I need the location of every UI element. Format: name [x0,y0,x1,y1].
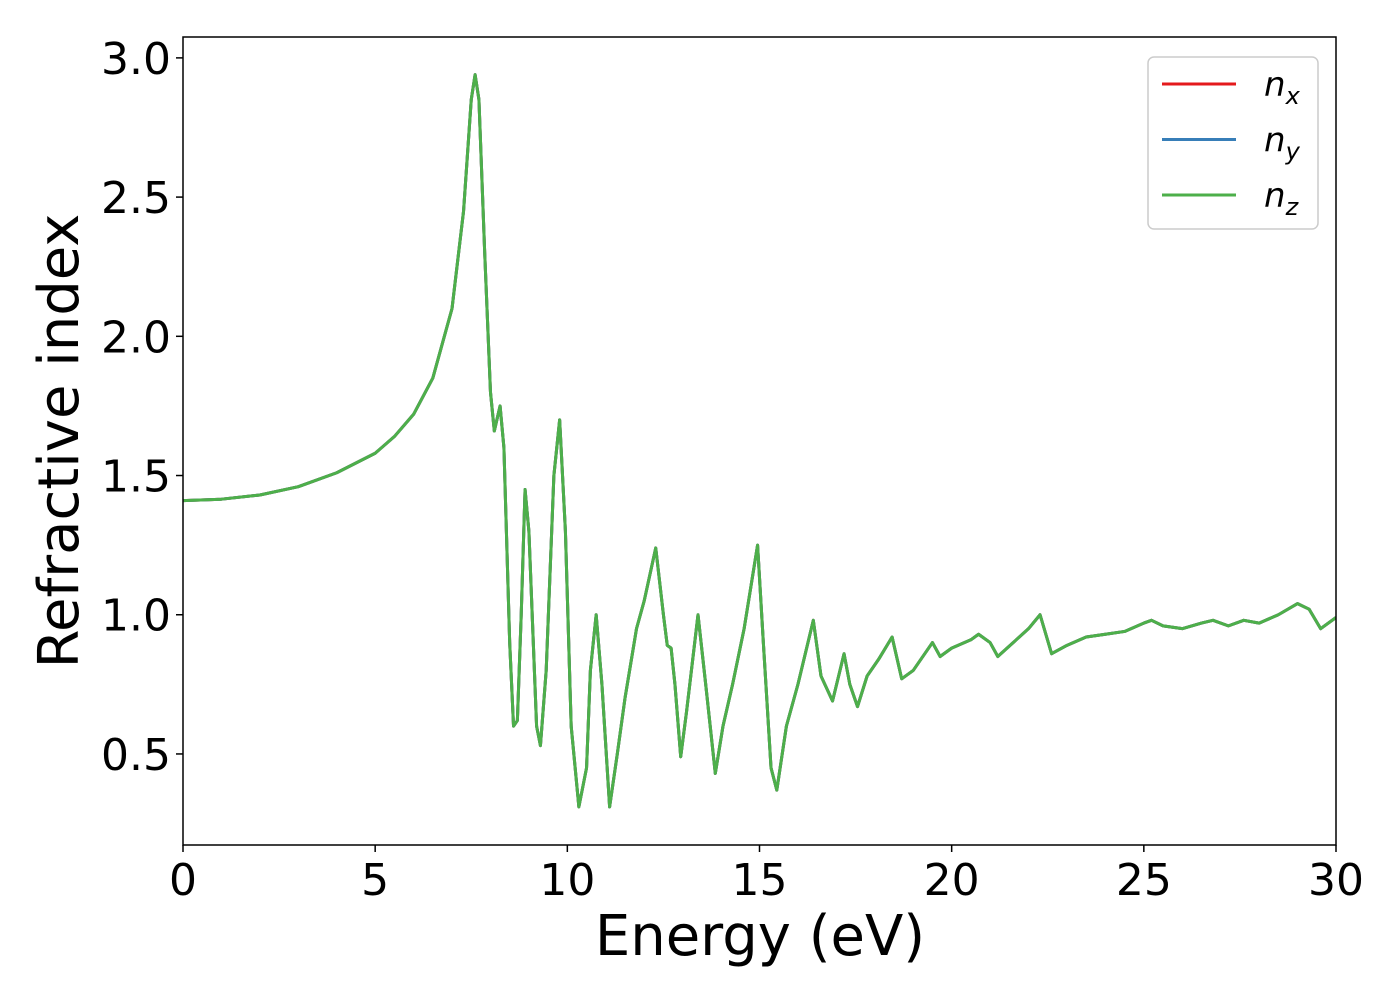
x-axis-label: Energy (eV) [595,904,925,969]
legend: nx ny nz [1147,56,1319,230]
x-tick-label: 15 [732,855,788,906]
x-tick-label: 5 [361,855,389,906]
data-line [183,73,1336,809]
x-tick-label: 20 [924,855,980,906]
y-tick-label: 1.5 [101,452,171,503]
y-tick-label: 0.5 [101,730,171,781]
legend-label: nz [1264,176,1300,221]
legend-label: ny [1264,121,1301,166]
x-tick-label: 30 [1308,855,1364,906]
x-tick-label: 10 [539,855,595,906]
y-tick-label: 2.5 [101,173,171,224]
plot-frame [182,36,1337,846]
y-axis-label: Refractive index [27,214,92,669]
x-tick-label: 0 [169,855,197,906]
y-tick-label: 3.0 [101,34,171,85]
y-tick-label: 1.0 [101,591,171,642]
x-tick-label: 25 [1116,855,1172,906]
y-tick-label: 2.0 [101,312,171,363]
legend-label: nx [1264,65,1301,110]
legend-box [1147,56,1319,230]
